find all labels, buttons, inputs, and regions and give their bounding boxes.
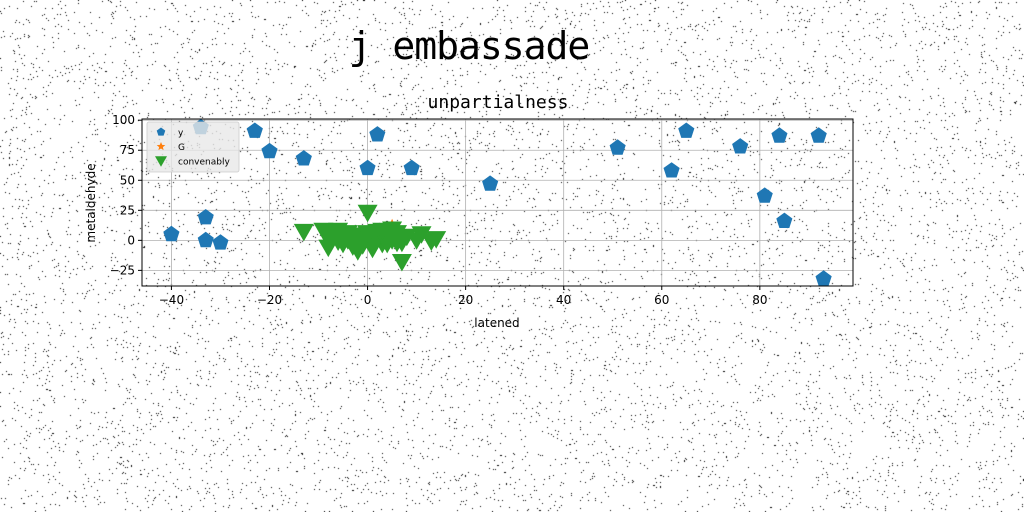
data-point: [328, 222, 349, 241]
y-tick-label: 50: [120, 173, 135, 187]
data-point: [482, 175, 499, 191]
x-tick-label: 20: [458, 293, 473, 307]
legend-label: convenably: [178, 158, 230, 168]
data-point: [382, 229, 403, 248]
legend-marker: [156, 142, 166, 151]
data-point: [756, 187, 773, 203]
x-tick-label: −20: [257, 293, 282, 307]
series-convenably: [293, 204, 447, 272]
x-axis-label: latened: [474, 316, 519, 330]
tick-layer: −40 −20 0 20 40 60 80 −25 0 25 50 75 100: [110, 113, 768, 307]
y-tick-label: 25: [120, 203, 135, 217]
data-point: [663, 162, 680, 178]
data-point: [771, 127, 788, 143]
data-point: [776, 212, 793, 228]
data-point: [732, 138, 749, 154]
x-tick-label: 40: [556, 293, 571, 307]
figure-title: j embassade: [348, 24, 591, 68]
data-point: [212, 234, 229, 250]
data-point: [403, 159, 420, 176]
y-tick-label: 0: [127, 233, 135, 247]
series-layer: [163, 118, 832, 286]
data-point: [391, 254, 412, 272]
x-tick-label: 0: [364, 293, 372, 307]
data-point: [197, 209, 214, 225]
plot-frame: [141, 118, 854, 287]
data-point: [357, 204, 378, 223]
data-point: [333, 235, 353, 254]
data-point: [246, 122, 263, 138]
y-tick-label: 75: [120, 143, 135, 157]
legend-label: G: [178, 143, 185, 153]
y-axis-label: metaldehyde: [84, 163, 98, 242]
data-point: [318, 239, 339, 258]
y-tick-label: 100: [112, 113, 135, 127]
legend-marker: [155, 156, 167, 167]
legend-box: [146, 121, 240, 173]
data-point: [810, 127, 827, 143]
x-tick-label: 60: [654, 293, 669, 307]
data-point: [261, 142, 278, 159]
data-point: [426, 231, 447, 249]
data-point: [197, 231, 214, 248]
series-y: [163, 118, 832, 286]
data-point: [357, 225, 378, 243]
y-tick-label: −25: [110, 263, 135, 277]
data-point: [369, 126, 386, 142]
data-point: [295, 150, 312, 166]
data-point: [359, 159, 376, 176]
data-point: [163, 225, 180, 242]
data-point: [293, 223, 314, 242]
chart-title: unpartialness: [428, 92, 569, 113]
data-point: [411, 226, 432, 244]
data-point: [815, 270, 832, 286]
x-tick-label: 80: [752, 293, 767, 307]
data-point: [678, 122, 695, 138]
x-tick-label: −40: [159, 293, 184, 307]
data-point: [372, 222, 393, 241]
legend-label: y: [178, 129, 184, 139]
data-point: [609, 139, 626, 155]
data-point: [391, 234, 412, 253]
legend-marker: [156, 127, 166, 136]
